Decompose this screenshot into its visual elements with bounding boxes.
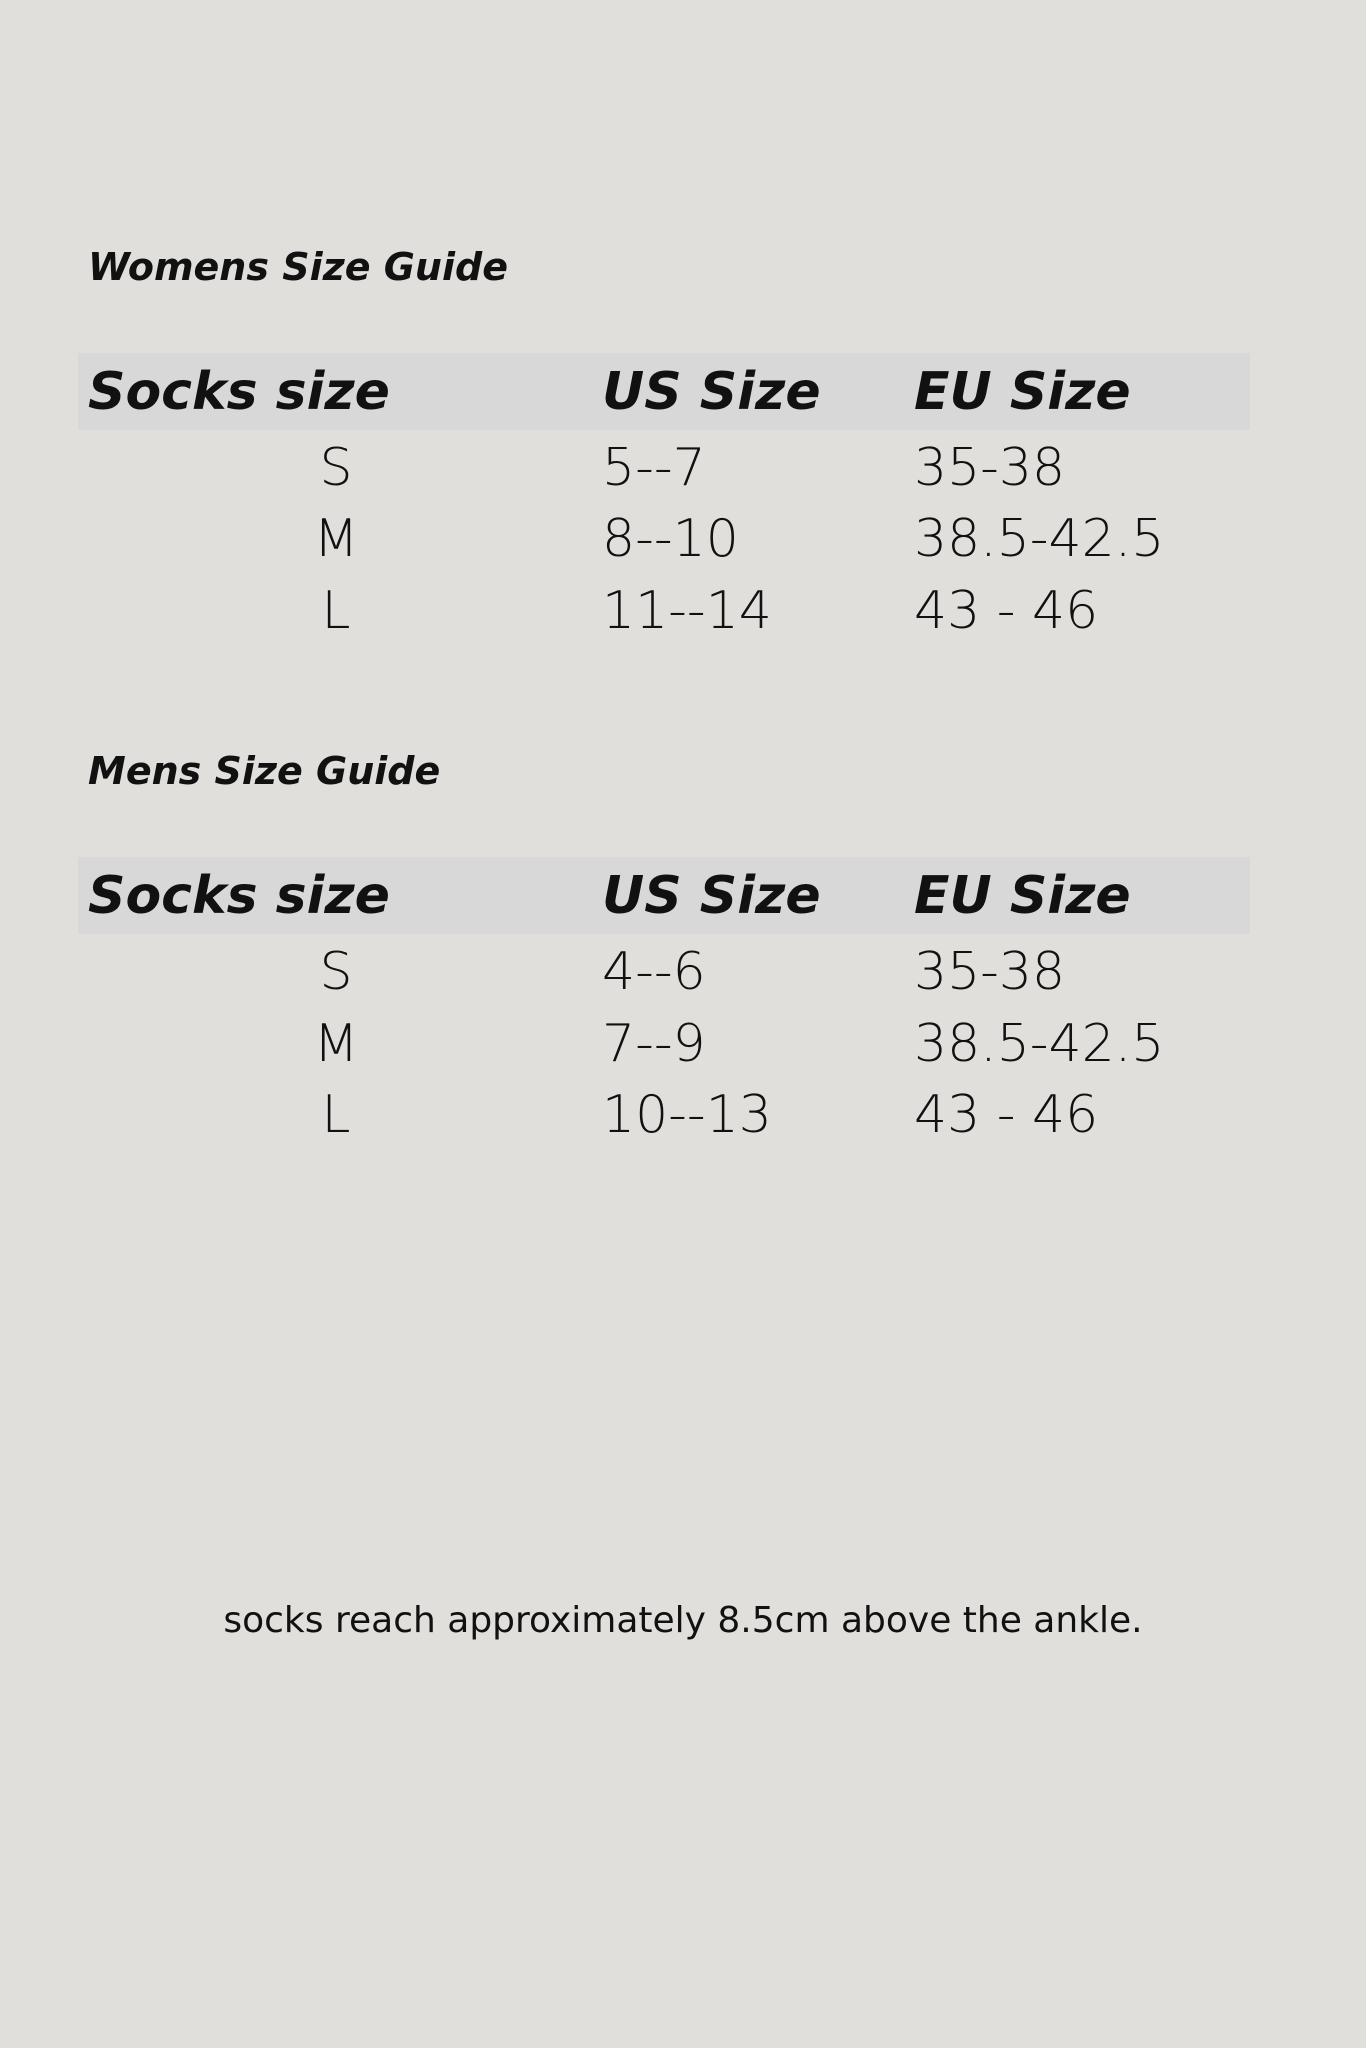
header-us-size: US Size	[602, 865, 821, 926]
eu-size-cell: 35-38	[914, 438, 1066, 498]
eu-size-cell: 43 - 46	[914, 581, 1099, 641]
eu-size-cell: 35-38	[914, 942, 1066, 1002]
us-size-cell: 5--7	[602, 438, 706, 498]
sock-height-note: socks reach approximately 8.5cm above th…	[223, 1600, 1143, 1641]
us-size-cell: 10--13	[602, 1085, 772, 1145]
eu-size-cell: 38.5-42.5	[914, 509, 1165, 569]
socks-size-cell: S	[319, 438, 353, 498]
eu-size-cell: 43 - 46	[914, 1085, 1099, 1145]
table-row: L 10--13 43 - 46	[0, 1080, 1366, 1150]
us-size-cell: 11--14	[602, 581, 772, 641]
header-eu-size: EU Size	[914, 361, 1131, 422]
socks-size-cell: S	[319, 942, 353, 1002]
womens-table-header: Socks size US Size EU Size	[78, 353, 1250, 430]
header-us-size: US Size	[602, 361, 821, 422]
socks-size-cell: L	[321, 581, 351, 641]
socks-size-cell: M	[313, 1014, 359, 1074]
table-row: M 7--9 38.5-42.5	[0, 1009, 1366, 1079]
womens-size-guide-title: Womens Size Guide	[88, 245, 508, 289]
us-size-cell: 4--6	[602, 942, 706, 1002]
us-size-cell: 8--10	[602, 509, 739, 569]
header-socks-size: Socks size	[88, 361, 390, 422]
socks-size-cell: L	[321, 1085, 351, 1145]
table-row: L 11--14 43 - 46	[0, 576, 1366, 646]
socks-size-cell: M	[313, 509, 359, 569]
table-row: S 4--6 35-38	[0, 937, 1366, 1007]
table-row: M 8--10 38.5-42.5	[0, 504, 1366, 574]
header-eu-size: EU Size	[914, 865, 1131, 926]
table-row: S 5--7 35-38	[0, 433, 1366, 503]
mens-table-header: Socks size US Size EU Size	[78, 857, 1250, 934]
header-socks-size: Socks size	[88, 865, 390, 926]
us-size-cell: 7--9	[602, 1014, 706, 1074]
mens-size-guide-title: Mens Size Guide	[88, 749, 441, 793]
eu-size-cell: 38.5-42.5	[914, 1014, 1165, 1074]
